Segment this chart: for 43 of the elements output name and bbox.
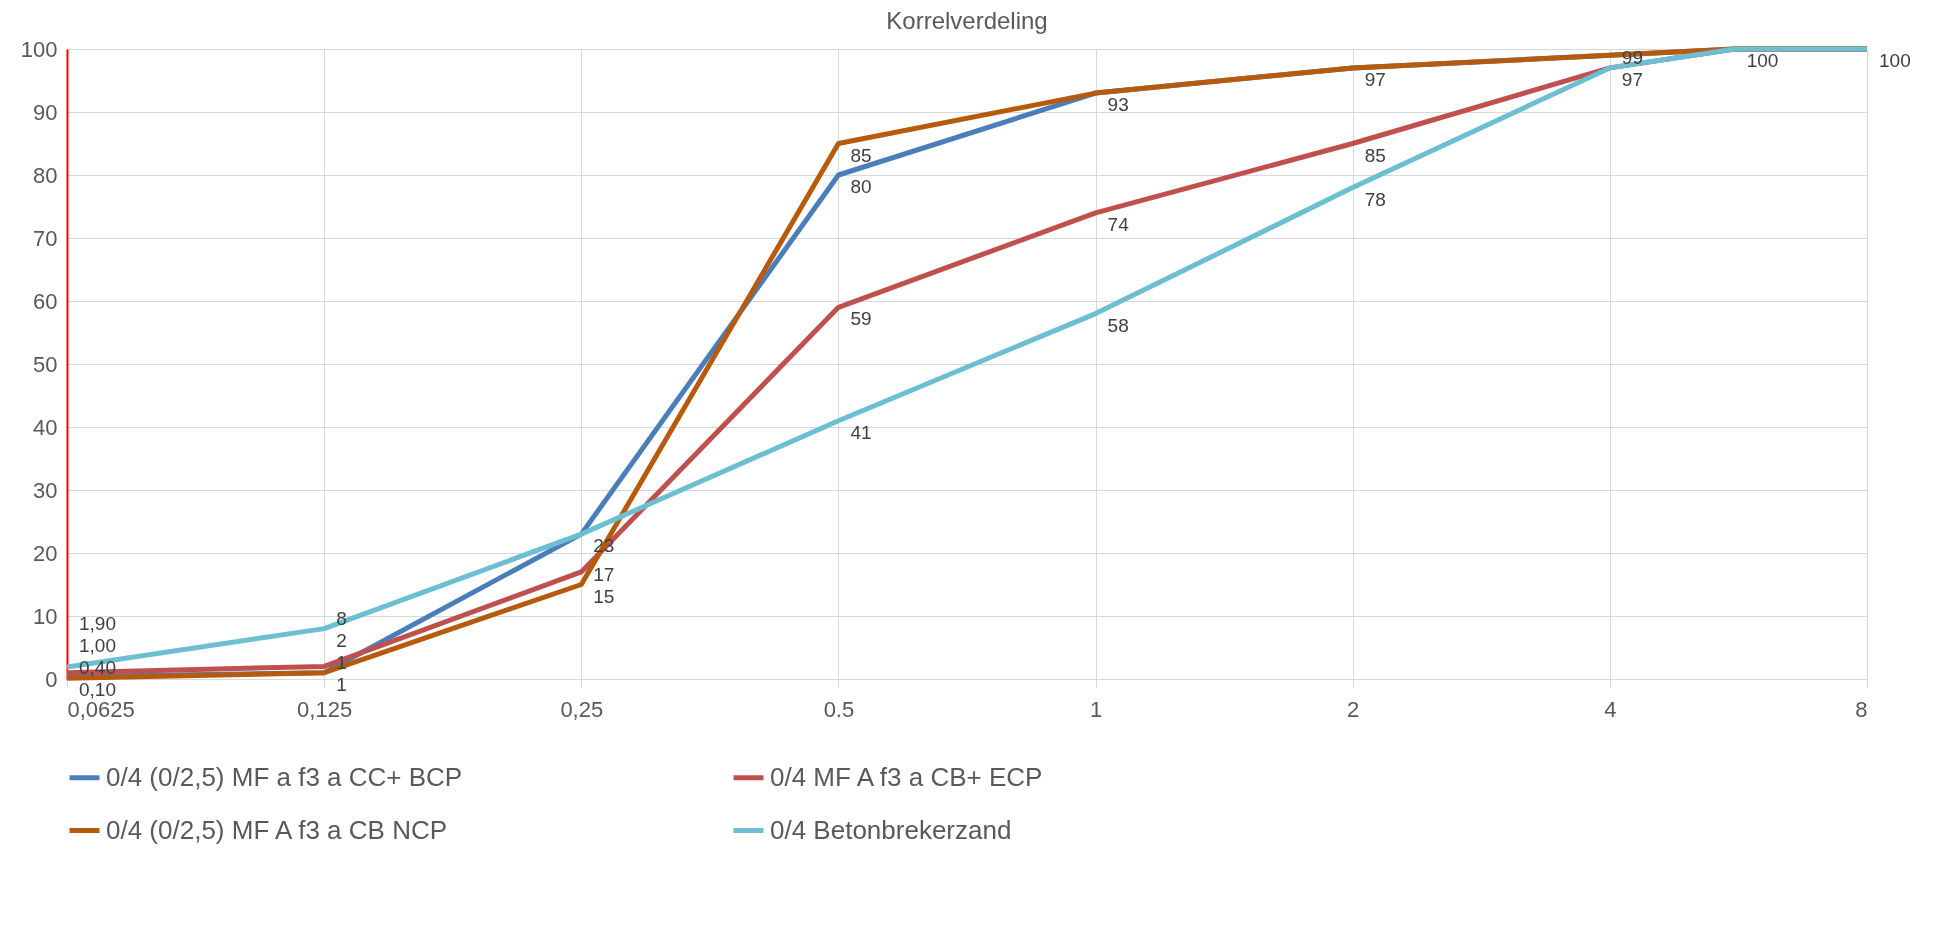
data-label: 80 bbox=[850, 176, 872, 197]
legend-label: 0/4 (0/2,5) MF A f3 a CB NCP bbox=[106, 814, 448, 845]
legend-label: 0/4 (0/2,5) MF a f3 a CC+ BCP bbox=[106, 761, 463, 792]
data-label: 1,00 bbox=[79, 635, 116, 657]
data-label: 0,10 bbox=[79, 679, 116, 701]
y-tick-label: 20 bbox=[33, 540, 58, 566]
y-tick-label: 100 bbox=[20, 36, 58, 62]
y-tick-label: 50 bbox=[33, 351, 58, 377]
x-tick-label: 1 bbox=[1089, 696, 1103, 722]
legend-label: 0/4 MF A f3 a CB+ ECP bbox=[770, 761, 1043, 792]
data-label: 58 bbox=[1107, 314, 1129, 336]
data-label: 1 bbox=[336, 673, 347, 695]
data-label: 1,90 bbox=[79, 613, 116, 635]
x-tick-label: 4 bbox=[1604, 696, 1617, 722]
data-label: 100 bbox=[1746, 50, 1779, 71]
y-tick-label: 30 bbox=[33, 477, 58, 503]
data-label: 93 bbox=[1107, 94, 1129, 116]
y-tick-label: 10 bbox=[33, 603, 58, 629]
x-tick-label: 0,125 bbox=[297, 696, 353, 722]
data-label: 97 bbox=[1621, 68, 1643, 90]
y-tick-label: 40 bbox=[33, 414, 58, 440]
data-label: 2 bbox=[336, 629, 347, 651]
data-label: 59 bbox=[850, 308, 872, 330]
y-tick-label: 80 bbox=[33, 162, 58, 188]
data-label: 15 bbox=[593, 585, 615, 607]
legend-label: 0/4 Betonbrekerzand bbox=[770, 814, 1012, 845]
x-tick-label: 8 bbox=[1855, 696, 1868, 722]
data-label: 41 bbox=[850, 421, 872, 443]
data-label: 97 bbox=[1364, 68, 1386, 90]
y-tick-label: 60 bbox=[33, 288, 58, 314]
data-label: 74 bbox=[1107, 213, 1130, 235]
x-tick-label: 2 bbox=[1347, 696, 1360, 722]
y-tick-label: 0 bbox=[45, 666, 58, 692]
data-label: 100 bbox=[1879, 50, 1911, 71]
y-tick-label: 70 bbox=[33, 225, 58, 251]
data-label: 85 bbox=[850, 144, 872, 166]
data-label: 78 bbox=[1364, 188, 1386, 210]
x-tick-label: 0,25 bbox=[560, 696, 604, 722]
data-label: 17 bbox=[593, 563, 615, 585]
chart-title: Korrelverdeling bbox=[886, 7, 1048, 34]
y-tick-label: 90 bbox=[33, 99, 58, 125]
x-tick-label: 0.5 bbox=[823, 696, 855, 722]
data-label: 85 bbox=[1364, 144, 1386, 166]
